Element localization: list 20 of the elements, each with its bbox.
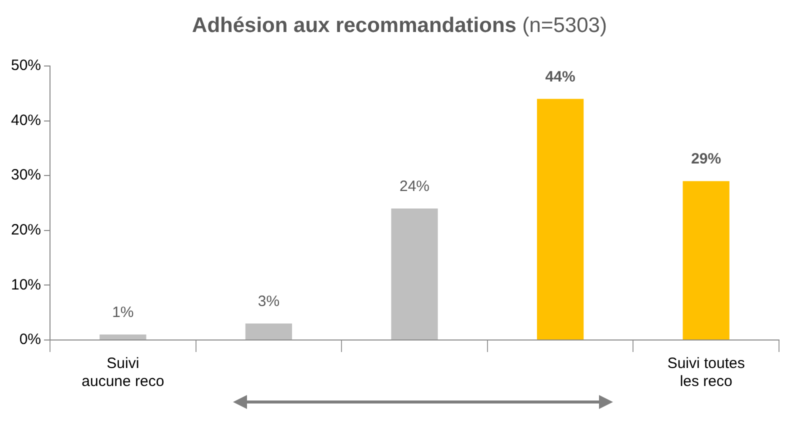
data-label: 3% bbox=[258, 293, 280, 310]
y-tick-label: 20% bbox=[10, 222, 42, 239]
y-tick-label: 50% bbox=[10, 57, 42, 74]
chart-subtitle: (n=5303) bbox=[522, 14, 607, 37]
bar bbox=[100, 334, 146, 340]
y-tick-label: 0% bbox=[19, 331, 42, 348]
x-tick-label: Suivi aucune reco bbox=[82, 355, 164, 390]
y-tick-label: 10% bbox=[10, 276, 42, 294]
chart-title: Adhésion aux recommandations bbox=[192, 14, 516, 37]
bar bbox=[682, 181, 730, 340]
data-label: 1% bbox=[112, 304, 134, 322]
bar bbox=[391, 208, 438, 340]
data-label: 29% bbox=[691, 150, 722, 168]
data-label: 44% bbox=[545, 68, 576, 86]
data-label: 24% bbox=[399, 178, 430, 196]
y-tick-label: 40% bbox=[10, 112, 42, 129]
x-tick-label: Suivi toutes les reco bbox=[667, 355, 745, 390]
y-tick-label: 30% bbox=[10, 166, 42, 184]
bar bbox=[536, 98, 584, 340]
bar bbox=[245, 324, 292, 340]
